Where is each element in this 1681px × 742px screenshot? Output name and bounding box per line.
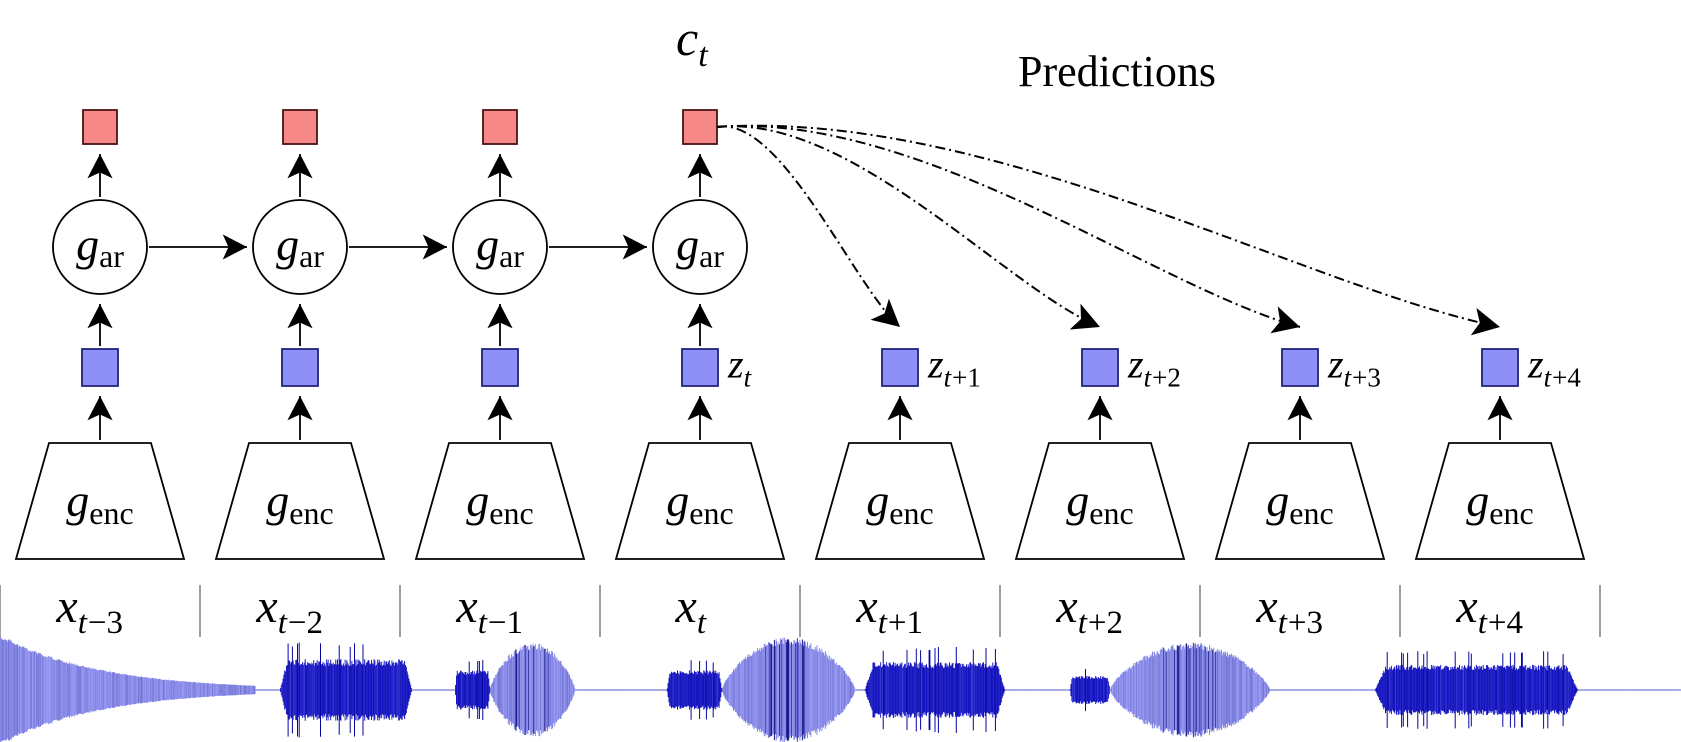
svg-text:Predictions: Predictions — [1018, 47, 1216, 96]
